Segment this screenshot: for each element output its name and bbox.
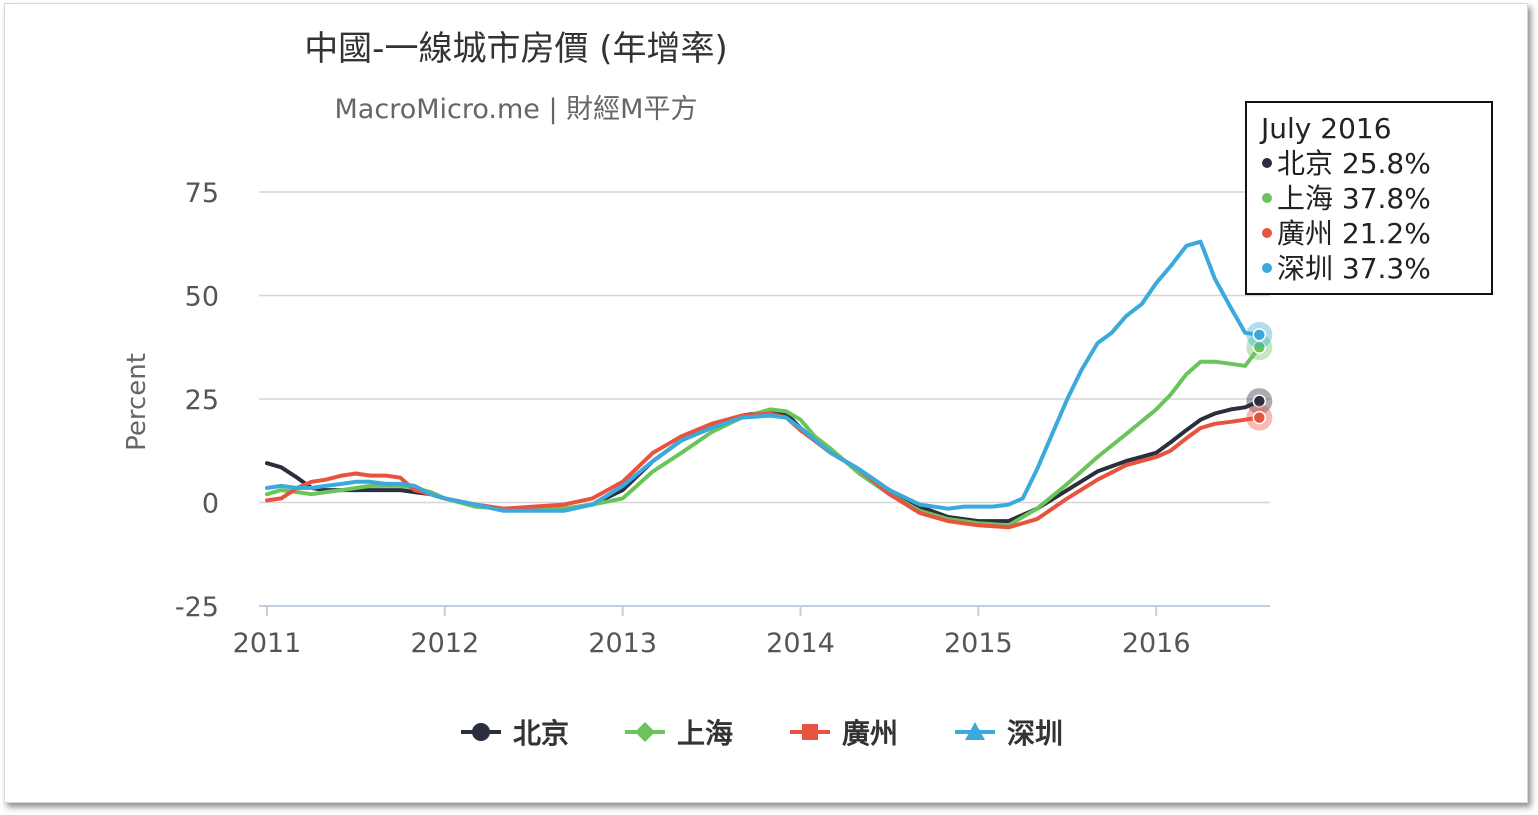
legend-marker-triangle <box>965 722 985 740</box>
tooltip-bullet <box>1262 158 1272 168</box>
tooltip-bullet <box>1262 228 1272 238</box>
tooltip-box <box>1245 101 1493 295</box>
y-axis-ticks: -25 0 25 50 75 <box>175 178 219 623</box>
x-tick-label: 2015 <box>944 628 1013 659</box>
legend-label: 深圳 <box>1007 717 1063 750</box>
legend-label: 上海 <box>677 717 733 750</box>
y-tick-label: -25 <box>175 592 219 623</box>
y-tick-label: 50 <box>185 282 219 313</box>
endpoint-marker <box>1252 410 1267 425</box>
tooltip-header: July 2016 <box>1259 112 1392 145</box>
chart-subtitle: MacroMicro.me | 財經M平方 <box>335 94 698 125</box>
y-tick-label: 75 <box>185 178 219 209</box>
tooltip-bullet <box>1262 193 1272 203</box>
tooltip-row: 深圳 37.3% <box>1277 252 1431 285</box>
tooltip-row: 北京 25.8% <box>1277 147 1431 180</box>
tooltip-row: 廣州 21.2% <box>1277 217 1431 250</box>
chart-canvas: 中國-一線城市房價 (年增率) MacroMicro.me | 財經M平方 Pe… <box>122 29 1493 750</box>
legend-label: 北京 <box>513 717 569 750</box>
series-endpoints <box>1246 321 1273 431</box>
legend-marker-circle <box>472 723 490 741</box>
endpoint-marker <box>1252 394 1267 408</box>
legend-marker-square <box>802 724 818 740</box>
legend-marker-diamond <box>635 722 655 742</box>
x-tick-label: 2016 <box>1122 628 1191 659</box>
x-axis: 2011 2012 2013 2014 2015 2016 <box>233 605 1270 659</box>
gridlines <box>259 191 1270 504</box>
endpoint-marker <box>1252 328 1267 342</box>
series-lines <box>265 239 1262 530</box>
chart-frame: 中國-一線城市房價 (年增率) MacroMicro.me | 財經M平方 Pe… <box>4 3 1528 803</box>
y-axis-label: Percent <box>122 353 152 451</box>
series-line-深圳 <box>265 239 1262 513</box>
y-tick-label: 0 <box>202 489 219 520</box>
series-line-廣州 <box>265 411 1262 530</box>
tooltip: July 2016 北京 25.8%上海 37.8%廣州 21.2%深圳 37.… <box>1245 101 1493 295</box>
legend: 北京 上海 廣州 深圳 <box>461 717 1063 750</box>
y-tick-label: 25 <box>185 385 219 416</box>
x-tick-label: 2013 <box>588 628 657 659</box>
legend-label: 廣州 <box>842 717 898 750</box>
x-tick-label: 2014 <box>766 628 835 659</box>
series-line-上海 <box>265 345 1262 528</box>
tooltip-row: 上海 37.8% <box>1277 182 1431 215</box>
chart-title: 中國-一線城市房價 (年增率) <box>304 29 728 69</box>
tooltip-bullet <box>1262 263 1272 273</box>
x-tick-label: 2011 <box>233 628 302 659</box>
x-tick-label: 2012 <box>410 628 479 659</box>
